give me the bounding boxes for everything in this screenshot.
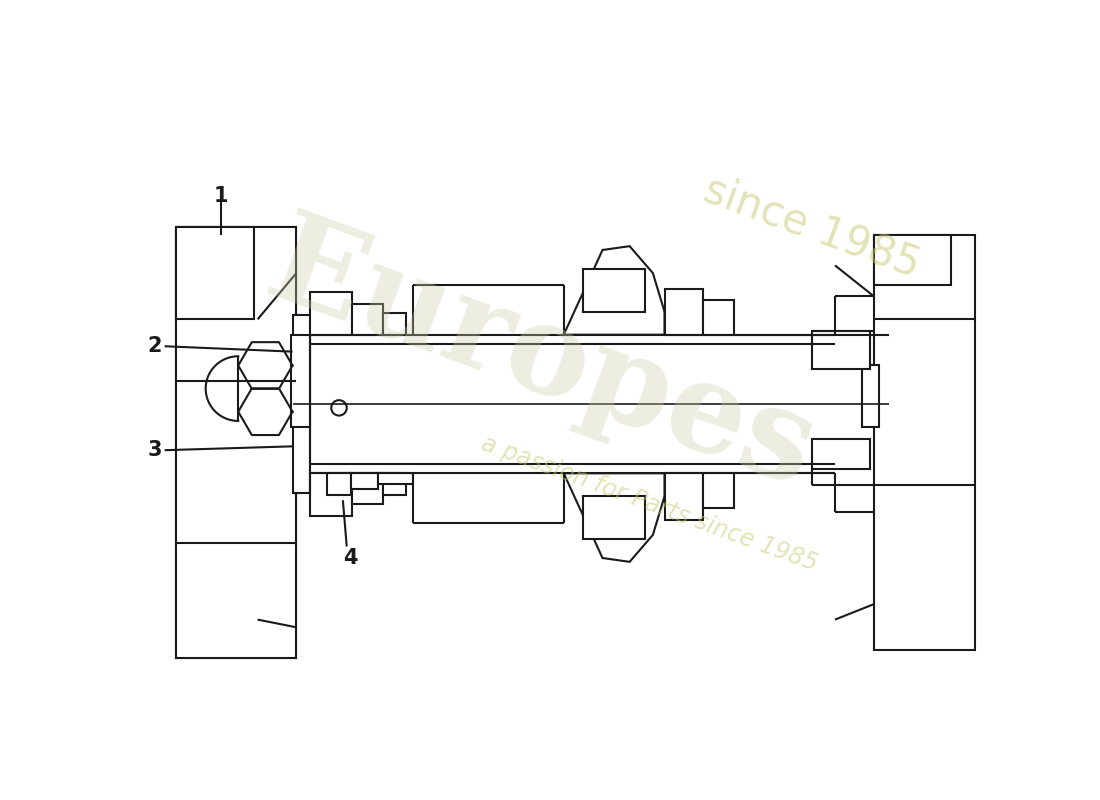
Bar (328, 474, 351, 495)
Text: a passion for Parts since 1985: a passion for Parts since 1985 (477, 432, 821, 576)
Bar (383, 313, 406, 334)
Text: 1: 1 (213, 186, 229, 206)
Bar (873, 234, 975, 650)
Text: since 1985: since 1985 (697, 168, 926, 286)
Bar (293, 315, 309, 493)
Text: Europes: Europes (251, 203, 830, 513)
Text: 4: 4 (343, 548, 358, 568)
Bar (583, 270, 645, 311)
Bar (812, 331, 870, 370)
Bar (383, 474, 406, 495)
Polygon shape (563, 474, 664, 562)
Polygon shape (563, 246, 664, 334)
Bar (351, 474, 377, 489)
Text: 2: 2 (147, 336, 162, 356)
Bar (352, 474, 383, 504)
Bar (703, 474, 735, 508)
Text: 3: 3 (147, 440, 162, 460)
Bar (377, 474, 412, 484)
Bar (309, 474, 352, 516)
Bar (664, 289, 703, 334)
Bar (703, 300, 735, 334)
Bar (812, 438, 870, 470)
Bar (873, 234, 952, 285)
Circle shape (331, 400, 346, 415)
Bar (176, 227, 254, 319)
Bar (309, 292, 352, 334)
Bar (292, 334, 310, 427)
Bar (583, 496, 645, 538)
Bar (352, 304, 383, 334)
Bar (664, 474, 703, 519)
Bar (176, 227, 296, 658)
Bar (176, 227, 296, 658)
Bar (862, 366, 879, 427)
